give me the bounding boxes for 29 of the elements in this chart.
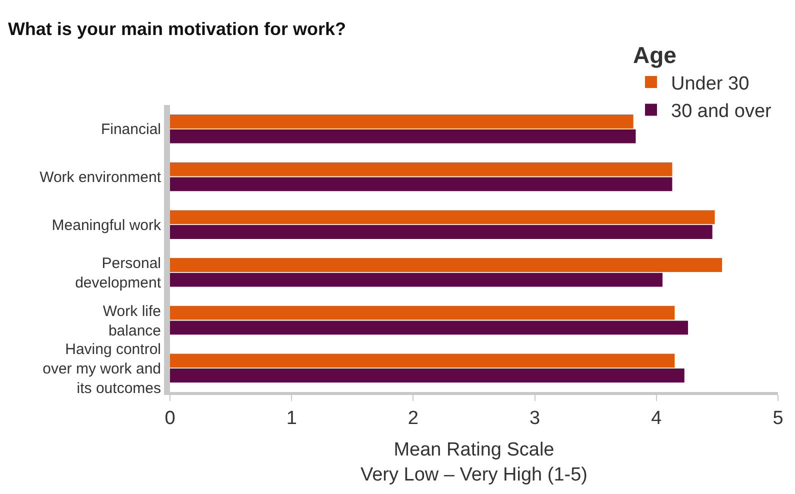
y-tick-label: Meaningful work bbox=[52, 216, 162, 234]
bar bbox=[170, 210, 715, 224]
bar bbox=[170, 162, 672, 176]
x-tick-label: 3 bbox=[530, 408, 540, 429]
legend-title: Age bbox=[633, 42, 676, 68]
legend-label: 30 and over bbox=[671, 101, 772, 122]
bar bbox=[170, 177, 672, 192]
y-tick-label: Personal development bbox=[75, 254, 162, 292]
x-axis-title: Mean Rating Scale Very Low – Very High (1-5) bbox=[360, 440, 588, 486]
bar bbox=[170, 272, 662, 287]
bar bbox=[170, 354, 675, 368]
x-tick-label: 2 bbox=[408, 408, 418, 429]
bar bbox=[170, 368, 684, 382]
bar bbox=[170, 320, 688, 335]
x-tick-label: 4 bbox=[651, 408, 662, 429]
bar bbox=[170, 225, 712, 239]
y-tick-label: Work life balance bbox=[102, 302, 161, 340]
x-tick-label: 1 bbox=[286, 408, 297, 429]
bar bbox=[170, 114, 634, 128]
bar bbox=[170, 306, 675, 320]
chart-title: What is your main motivation for work? bbox=[8, 18, 346, 39]
legend-label: Under 30 bbox=[671, 73, 750, 94]
y-tick-label: Work environment bbox=[40, 169, 162, 186]
bar bbox=[170, 129, 636, 144]
y-tick-label: Financial bbox=[100, 121, 161, 138]
x-tick-label: 5 bbox=[772, 408, 784, 429]
y-tick-label: Having control over my work and its outcomes bbox=[42, 340, 161, 397]
x-tick-label: 0 bbox=[164, 408, 176, 429]
bar bbox=[170, 258, 722, 272]
